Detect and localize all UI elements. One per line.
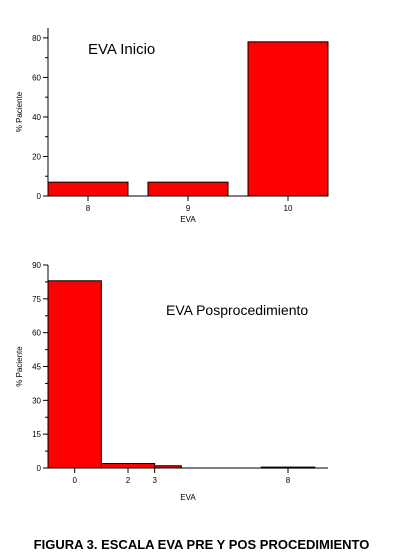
- chart-1-x-tick-label: 10: [284, 204, 293, 213]
- chart-2-y-tick-label: 90: [32, 261, 41, 270]
- chart-2-x-tick-label: 2: [126, 476, 131, 485]
- chart-1-x-tick-label: 8: [86, 204, 91, 213]
- chart-2-y-axis-label: % Paciente: [15, 346, 24, 387]
- chart-2-y-tick-label: 60: [32, 329, 41, 338]
- chart-1-y-tick-label: 40: [32, 113, 41, 122]
- chart-2-y-tick-label: 15: [32, 430, 41, 439]
- chart-1-bar-3: [247, 41, 329, 197]
- chart-1-y-tick-label: 20: [32, 152, 41, 161]
- chart-1-x-axis-label: EVA: [180, 215, 196, 224]
- chart-1-title: EVA Inicio: [88, 41, 155, 58]
- chart-1-bar-1: [47, 181, 129, 197]
- chart-1-x-tick-label: 9: [186, 204, 191, 213]
- chart-2-bar-2: [100, 462, 156, 469]
- figure-caption: FIGURA 3. ESCALA EVA PRE Y POS PROCEDIMI…: [33, 537, 370, 552]
- chart-2-x-tick-label: 3: [152, 476, 157, 485]
- chart-1-y-axis-label: % Paciente: [15, 91, 24, 132]
- chart-2-y-tick-label: 30: [32, 396, 41, 405]
- chart-1-y-tick-label: 0: [37, 192, 42, 201]
- chart-2-x-tick-label: 8: [286, 476, 291, 485]
- chart-2-y-tick-label: 0: [37, 464, 42, 473]
- chart-2-y-tick-label: 45: [32, 363, 41, 372]
- chart-2-title: EVA Posprocedimiento: [166, 302, 308, 318]
- chart-1-bar-2: [147, 181, 229, 197]
- chart-1-y-tick-label: 80: [32, 34, 41, 43]
- chart-2-x-axis-label: EVA: [180, 493, 196, 502]
- chart-2-bar-1: [47, 280, 102, 469]
- chart-1-y-tick-label: 60: [32, 73, 41, 82]
- chart-2-y-tick-label: 75: [32, 295, 41, 304]
- chart-2-x-tick-label: 0: [72, 476, 77, 485]
